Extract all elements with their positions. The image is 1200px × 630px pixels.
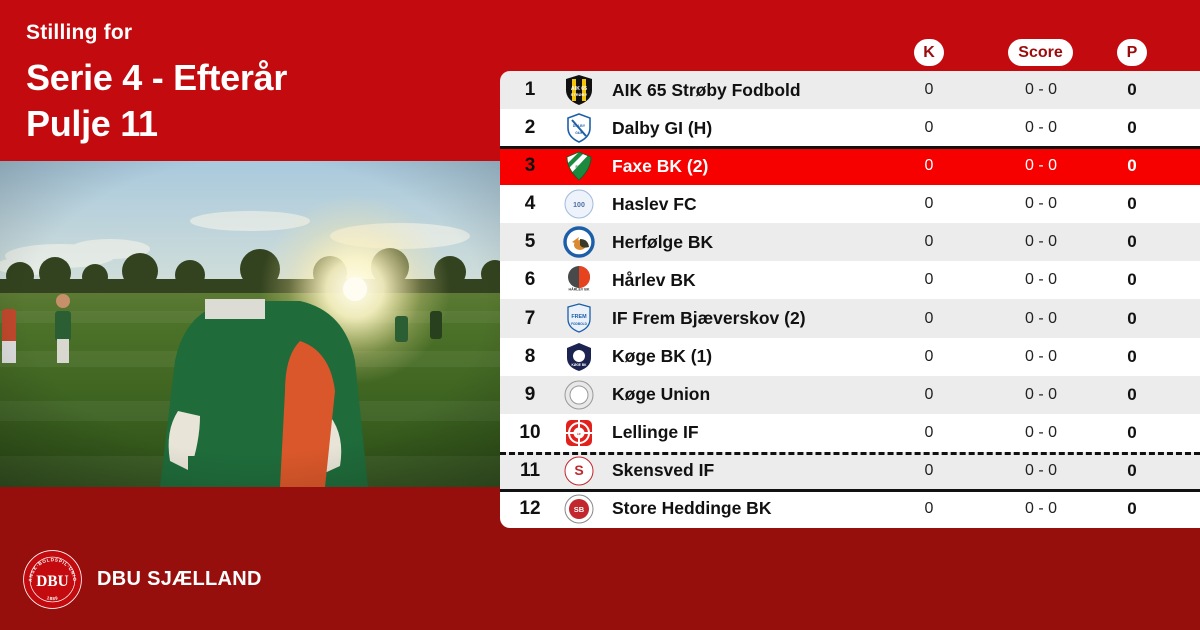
svg-text:100: 100 <box>573 202 585 209</box>
svg-text:LIF: LIF <box>577 432 581 436</box>
svg-text:HÅRLEV BK: HÅRLEV BK <box>569 287 590 292</box>
svg-text:DBU: DBU <box>36 573 68 590</box>
svg-text:G&IF: G&IF <box>575 131 583 135</box>
svg-text:FODBOLD: FODBOLD <box>571 322 587 326</box>
svg-text:S: S <box>574 462 583 478</box>
svg-text:FREM: FREM <box>571 314 587 320</box>
svg-text:1889: 1889 <box>46 595 58 601</box>
svg-text:STRØBY: STRØBY <box>571 92 588 97</box>
svg-text:FBK: FBK <box>576 165 584 169</box>
svg-text:DALBY: DALBY <box>573 124 586 128</box>
svg-text:SB: SB <box>574 505 585 514</box>
svg-text:KØGE BK: KØGE BK <box>572 363 588 367</box>
